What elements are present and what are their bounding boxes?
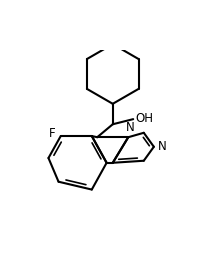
Text: N: N bbox=[158, 140, 166, 153]
Text: N: N bbox=[126, 121, 134, 134]
Text: F: F bbox=[49, 128, 56, 140]
Text: OH: OH bbox=[136, 112, 154, 125]
